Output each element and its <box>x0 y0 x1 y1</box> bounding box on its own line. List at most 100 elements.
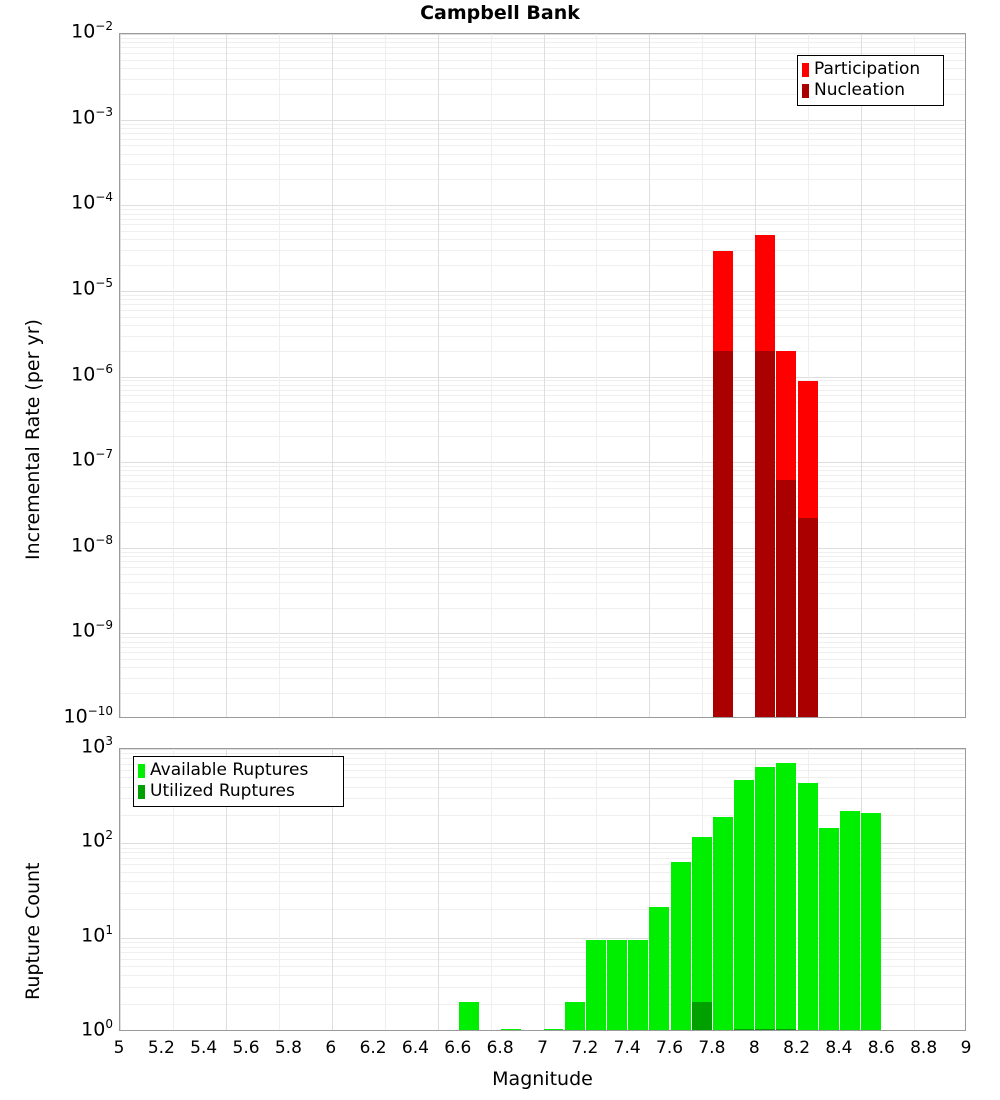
x-tick-5.8: 5.8 <box>274 1038 302 1058</box>
gridline-minor <box>120 556 965 558</box>
gridline-minor <box>120 218 965 220</box>
gridline-minor <box>120 145 965 147</box>
bar-available-ruptures <box>839 810 860 1030</box>
gridline-minor <box>120 763 965 765</box>
gridline-vertical-minor <box>279 749 280 1030</box>
gridline-vertical <box>120 749 121 1030</box>
gridline-vertical <box>649 34 650 717</box>
gridline-minor <box>120 1003 965 1005</box>
gridline-major <box>120 376 965 378</box>
gridline-minor <box>120 52 965 54</box>
gridline-vertical-minor <box>279 34 280 717</box>
bottom-legend: Available Ruptures Utilized Ruptures <box>133 756 344 807</box>
gridline-vertical-minor <box>914 34 915 717</box>
gridline-minor <box>120 410 965 412</box>
gridline-minor <box>120 239 965 241</box>
gridline-vertical <box>861 34 862 717</box>
bar-nucleation <box>755 350 776 717</box>
x-tick-7.6: 7.6 <box>656 1038 684 1058</box>
gridline-minor <box>120 380 965 382</box>
top-gridlines <box>120 34 965 717</box>
x-tick-6.4: 6.4 <box>401 1038 429 1058</box>
gridline-minor <box>120 265 965 267</box>
gridline-minor <box>120 966 965 968</box>
bar-available-ruptures <box>458 1001 479 1030</box>
x-tick-5.4: 5.4 <box>190 1038 218 1058</box>
gridline-minor <box>120 395 965 397</box>
gridline-minor <box>120 786 965 788</box>
gridline-minor <box>120 138 965 140</box>
legend-nucleation: Nucleation <box>802 80 938 101</box>
gridline-major <box>120 749 965 750</box>
gridline-minor <box>120 209 965 211</box>
gridline-minor <box>120 470 965 472</box>
x-tick-8.8: 8.8 <box>910 1038 938 1058</box>
gridline-minor <box>120 659 965 661</box>
bar-available-ruptures <box>691 837 712 1030</box>
gridline-vertical-minor <box>385 749 386 1030</box>
gridline-minor <box>120 551 965 553</box>
bar-available-ruptures <box>797 782 818 1030</box>
gridline-minor <box>120 213 965 215</box>
legend-nucleation-label: Nucleation <box>814 80 906 100</box>
bottom-legend-swatch-icon <box>138 763 145 778</box>
gridline-minor <box>120 857 965 859</box>
gridline-minor <box>120 47 965 49</box>
top-y-tick-10-5: 10−5 <box>71 275 113 300</box>
gridline-minor <box>120 607 965 609</box>
gridline-vertical-minor <box>491 749 492 1030</box>
bottom-y-tick-103: 103 <box>81 734 113 758</box>
x-axis-label: Magnitude <box>492 1068 593 1090</box>
bar-utilized-ruptures <box>776 1029 797 1030</box>
gridline-minor <box>120 78 965 80</box>
gridline-vertical <box>649 749 650 1030</box>
top-y-tick-10-7: 10−7 <box>71 447 113 471</box>
gridline-minor <box>120 224 965 226</box>
x-tick-9: 9 <box>960 1038 972 1058</box>
gridline-minor <box>120 652 965 654</box>
gridline-minor <box>120 153 965 155</box>
x-tick-7.8: 7.8 <box>698 1038 726 1058</box>
top-legend: Participation Nucleation <box>797 55 944 106</box>
top-y-tick-10-2: 10−2 <box>71 19 113 43</box>
gridline-minor <box>120 521 965 523</box>
gridline-minor <box>120 335 965 337</box>
gridline-minor <box>120 637 965 639</box>
x-tick-6.2: 6.2 <box>359 1038 387 1058</box>
gridline-minor <box>120 646 965 648</box>
gridline-minor <box>120 986 965 988</box>
bottom-legend-swatch-icon <box>138 784 145 799</box>
gridline-minor <box>120 667 965 669</box>
gridline-minor <box>120 59 965 61</box>
gridline-vertical-minor <box>385 34 386 717</box>
gridline-minor <box>120 179 965 181</box>
gridline-minor <box>120 436 965 438</box>
x-tick-5: 5 <box>113 1038 125 1058</box>
bar-available-ruptures <box>649 907 670 1030</box>
top-y-tick-10-8: 10−8 <box>71 532 113 557</box>
gridline-minor <box>120 402 965 404</box>
gridline-minor <box>120 164 965 166</box>
gridline-minor <box>120 693 965 695</box>
legend-utilized-ruptures: Utilized Ruptures <box>138 781 338 802</box>
bar-available-ruptures <box>712 817 733 1030</box>
top-y-tick-10-6: 10−6 <box>71 361 113 385</box>
gridline-major <box>120 205 965 207</box>
bar-utilized-ruptures <box>755 1029 776 1030</box>
gridline-vertical-minor <box>914 749 915 1030</box>
gridline-minor <box>120 421 965 423</box>
gridline-vertical <box>544 34 545 717</box>
gridline-minor <box>120 250 965 252</box>
bar-available-ruptures <box>670 862 691 1030</box>
gridline-minor <box>120 852 965 854</box>
legend-utilized-ruptures-label: Utilized Ruptures <box>150 781 295 801</box>
gridline-minor <box>120 304 965 306</box>
x-tick-5.2: 5.2 <box>147 1038 175 1058</box>
bar-available-ruptures <box>734 779 755 1030</box>
x-tick-8.4: 8.4 <box>825 1038 853 1058</box>
bottom-y-tick-100: 100 <box>81 1017 113 1041</box>
x-tick-6.6: 6.6 <box>444 1038 472 1058</box>
gridline-minor <box>120 42 965 44</box>
top-y-tick-10-4: 10−4 <box>71 190 113 214</box>
bar-available-ruptures <box>585 939 606 1030</box>
